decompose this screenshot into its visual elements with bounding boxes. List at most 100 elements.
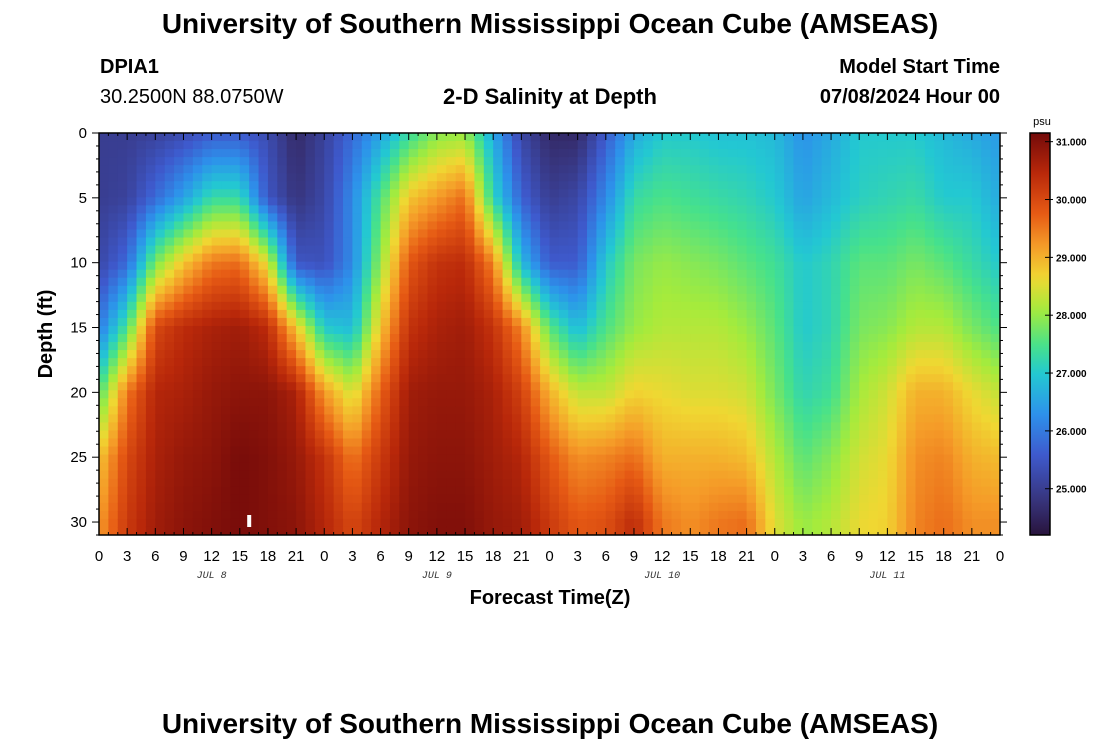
heatmap-cell (680, 510, 691, 520)
heatmap-cell (511, 422, 522, 432)
heatmap-cell (624, 334, 635, 343)
heatmap-cell (267, 526, 278, 535)
heatmap-cell (737, 454, 748, 464)
heatmap-cell (399, 309, 410, 319)
heatmap-cell (868, 325, 879, 335)
heatmap-cell (709, 133, 720, 142)
heatmap-cell (333, 277, 344, 287)
heatmap-cell (652, 309, 663, 319)
heatmap-cell (521, 406, 532, 415)
heatmap-cell (333, 181, 344, 190)
heatmap-cell (249, 422, 260, 432)
heatmap-cell (709, 261, 720, 271)
heatmap-cell (737, 366, 748, 375)
heatmap-cell (887, 261, 898, 271)
heatmap-cell (221, 422, 231, 432)
heatmap-cell (343, 470, 354, 480)
heatmap-cell (108, 285, 119, 295)
heatmap-cell (155, 165, 166, 174)
heatmap-cell (361, 285, 372, 295)
heatmap-cell (643, 414, 654, 424)
heatmap-cell (474, 221, 485, 231)
heatmap-cell (962, 518, 973, 528)
heatmap-cell (971, 269, 982, 279)
heatmap-cell (765, 446, 776, 456)
heatmap-cell (840, 293, 851, 303)
heatmap-cell (727, 253, 738, 263)
heatmap-cell (99, 277, 109, 287)
heatmap-cell (127, 149, 138, 158)
heatmap-cell (117, 350, 128, 359)
heatmap-cell (821, 205, 832, 214)
heatmap-cell (540, 141, 551, 150)
heatmap-cell (399, 470, 410, 480)
heatmap-cell (765, 430, 776, 440)
heatmap-cell (474, 526, 485, 535)
heatmap-cell (399, 205, 410, 214)
heatmap-cell (493, 478, 504, 488)
heatmap-cell (990, 350, 1000, 359)
heatmap-cell (643, 157, 654, 166)
heatmap-cell (840, 189, 851, 198)
heatmap-cell (380, 133, 391, 142)
heatmap-cell (737, 526, 748, 535)
heatmap-cell (427, 269, 438, 279)
heatmap-cell (558, 494, 569, 504)
heatmap-cell (662, 462, 673, 472)
heatmap-cell (474, 325, 485, 335)
heatmap-cell (755, 366, 766, 375)
heatmap-cell (652, 406, 663, 415)
heatmap-cell (868, 390, 879, 399)
heatmap-cell (493, 237, 504, 247)
heatmap-cell (605, 414, 616, 424)
heatmap-cell (943, 486, 954, 496)
heatmap-cell (877, 245, 888, 255)
heatmap-cell (802, 518, 813, 528)
heatmap-cell (305, 518, 316, 528)
heatmap-cell (502, 157, 513, 166)
heatmap-cell (906, 406, 917, 415)
heatmap-cell (211, 277, 222, 287)
heatmap-cell (915, 422, 926, 432)
heatmap-cell (765, 438, 776, 448)
heatmap-cell (709, 229, 720, 239)
heatmap-cell (164, 157, 175, 166)
heatmap-cell (117, 189, 128, 198)
heatmap-cell (267, 342, 278, 351)
heatmap-cell (887, 157, 898, 166)
heatmap-cell (174, 197, 185, 206)
heatmap-cell (296, 526, 307, 535)
heatmap-cell (774, 446, 785, 456)
heatmap-cell (314, 165, 325, 174)
heatmap-cell (427, 221, 438, 231)
heatmap-cell (587, 197, 598, 206)
heatmap-cell (718, 366, 729, 375)
heatmap-cell (446, 438, 457, 448)
heatmap-cell (221, 334, 231, 343)
heatmap-cell (680, 374, 691, 383)
heatmap-cell (831, 149, 842, 158)
heatmap-cell (812, 301, 823, 311)
heatmap-cell (221, 133, 231, 142)
heatmap-cell (399, 301, 410, 311)
heatmap-cell (821, 189, 832, 198)
heatmap-cell (202, 374, 213, 383)
heatmap-cell (239, 422, 250, 432)
heatmap-cell (99, 213, 109, 223)
heatmap-cell (699, 358, 710, 367)
heatmap-cell (277, 374, 288, 383)
heatmap-cell (793, 414, 804, 424)
heatmap-cell (699, 253, 710, 263)
heatmap-cell (99, 133, 109, 142)
heatmap-cell (267, 141, 278, 150)
heatmap-cell (286, 462, 297, 472)
heatmap-cell (408, 350, 419, 359)
heatmap-cell (99, 446, 109, 456)
heatmap-cell (474, 518, 485, 528)
heatmap-cell (108, 253, 119, 263)
heatmap-cell (174, 221, 185, 231)
heatmap-cell (108, 518, 119, 528)
heatmap-cell (577, 494, 588, 504)
heatmap-cell (605, 478, 616, 488)
heatmap-cell (389, 181, 400, 190)
